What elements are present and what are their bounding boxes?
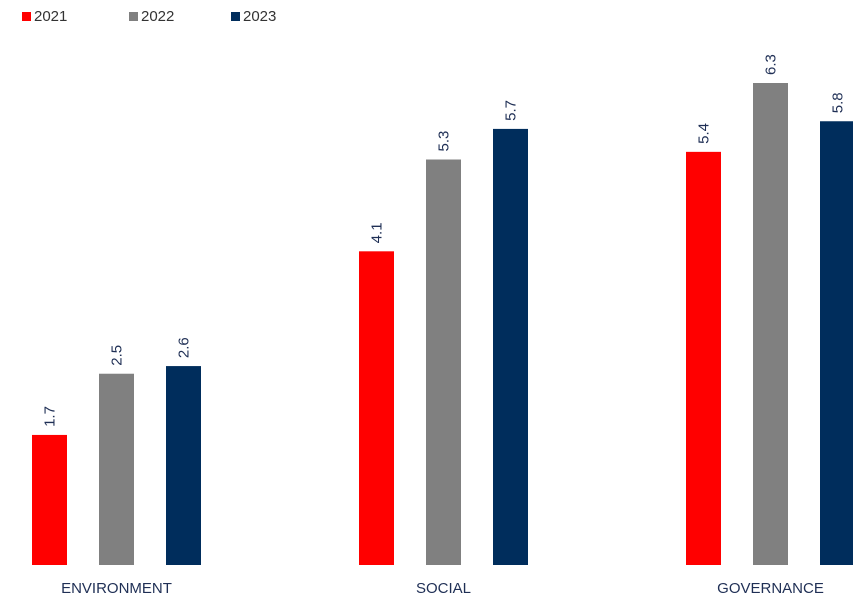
bar-governance-2021: [686, 151, 721, 565]
data-label-environment-2023: 2.6: [176, 337, 193, 358]
bar-social-2021: [359, 251, 394, 566]
data-label-governance-2022: 6.3: [763, 54, 780, 75]
x-tick-label-environment: ENVIRONMENT: [61, 580, 172, 596]
data-label-social-2023: 5.7: [503, 100, 520, 121]
data-label-social-2021: 4.1: [369, 222, 386, 243]
data-label-social-2022: 5.3: [436, 131, 453, 152]
legend: 2021 2022 2023: [22, 8, 276, 25]
bar-environment-2021: [32, 434, 67, 565]
bar-environment-2022: [99, 373, 134, 565]
data-label-governance-2021: 5.4: [696, 123, 713, 144]
legend-label-2021: 2021: [34, 8, 67, 25]
bar-social-2022: [426, 159, 461, 565]
bar-governance-2022: [753, 83, 788, 565]
legend-swatch-2022: [129, 12, 138, 21]
legend-label-2022: 2022: [141, 8, 174, 25]
plot-area: [32, 83, 853, 566]
data-label-governance-2023: 5.8: [830, 92, 847, 113]
legend-label-2023: 2023: [243, 8, 276, 25]
legend-swatch-2021: [22, 12, 31, 21]
legend-swatch-2023: [231, 12, 240, 21]
data-labels: 1.7 2.5 2.6 4.1 5.3 5.7 5.4 6.3 5.8: [42, 54, 847, 427]
bar-social-2023: [493, 128, 528, 565]
x-axis: ENVIRONMENT SOCIAL GOVERNANCE: [61, 580, 824, 597]
data-label-environment-2022: 2.5: [109, 345, 126, 366]
bar-environment-2023: [166, 366, 201, 565]
bar-governance-2023: [820, 121, 853, 565]
x-tick-label-governance: GOVERNANCE: [717, 580, 824, 596]
data-label-environment-2021: 1.7: [42, 406, 59, 427]
x-tick-label-social: SOCIAL: [416, 580, 471, 596]
